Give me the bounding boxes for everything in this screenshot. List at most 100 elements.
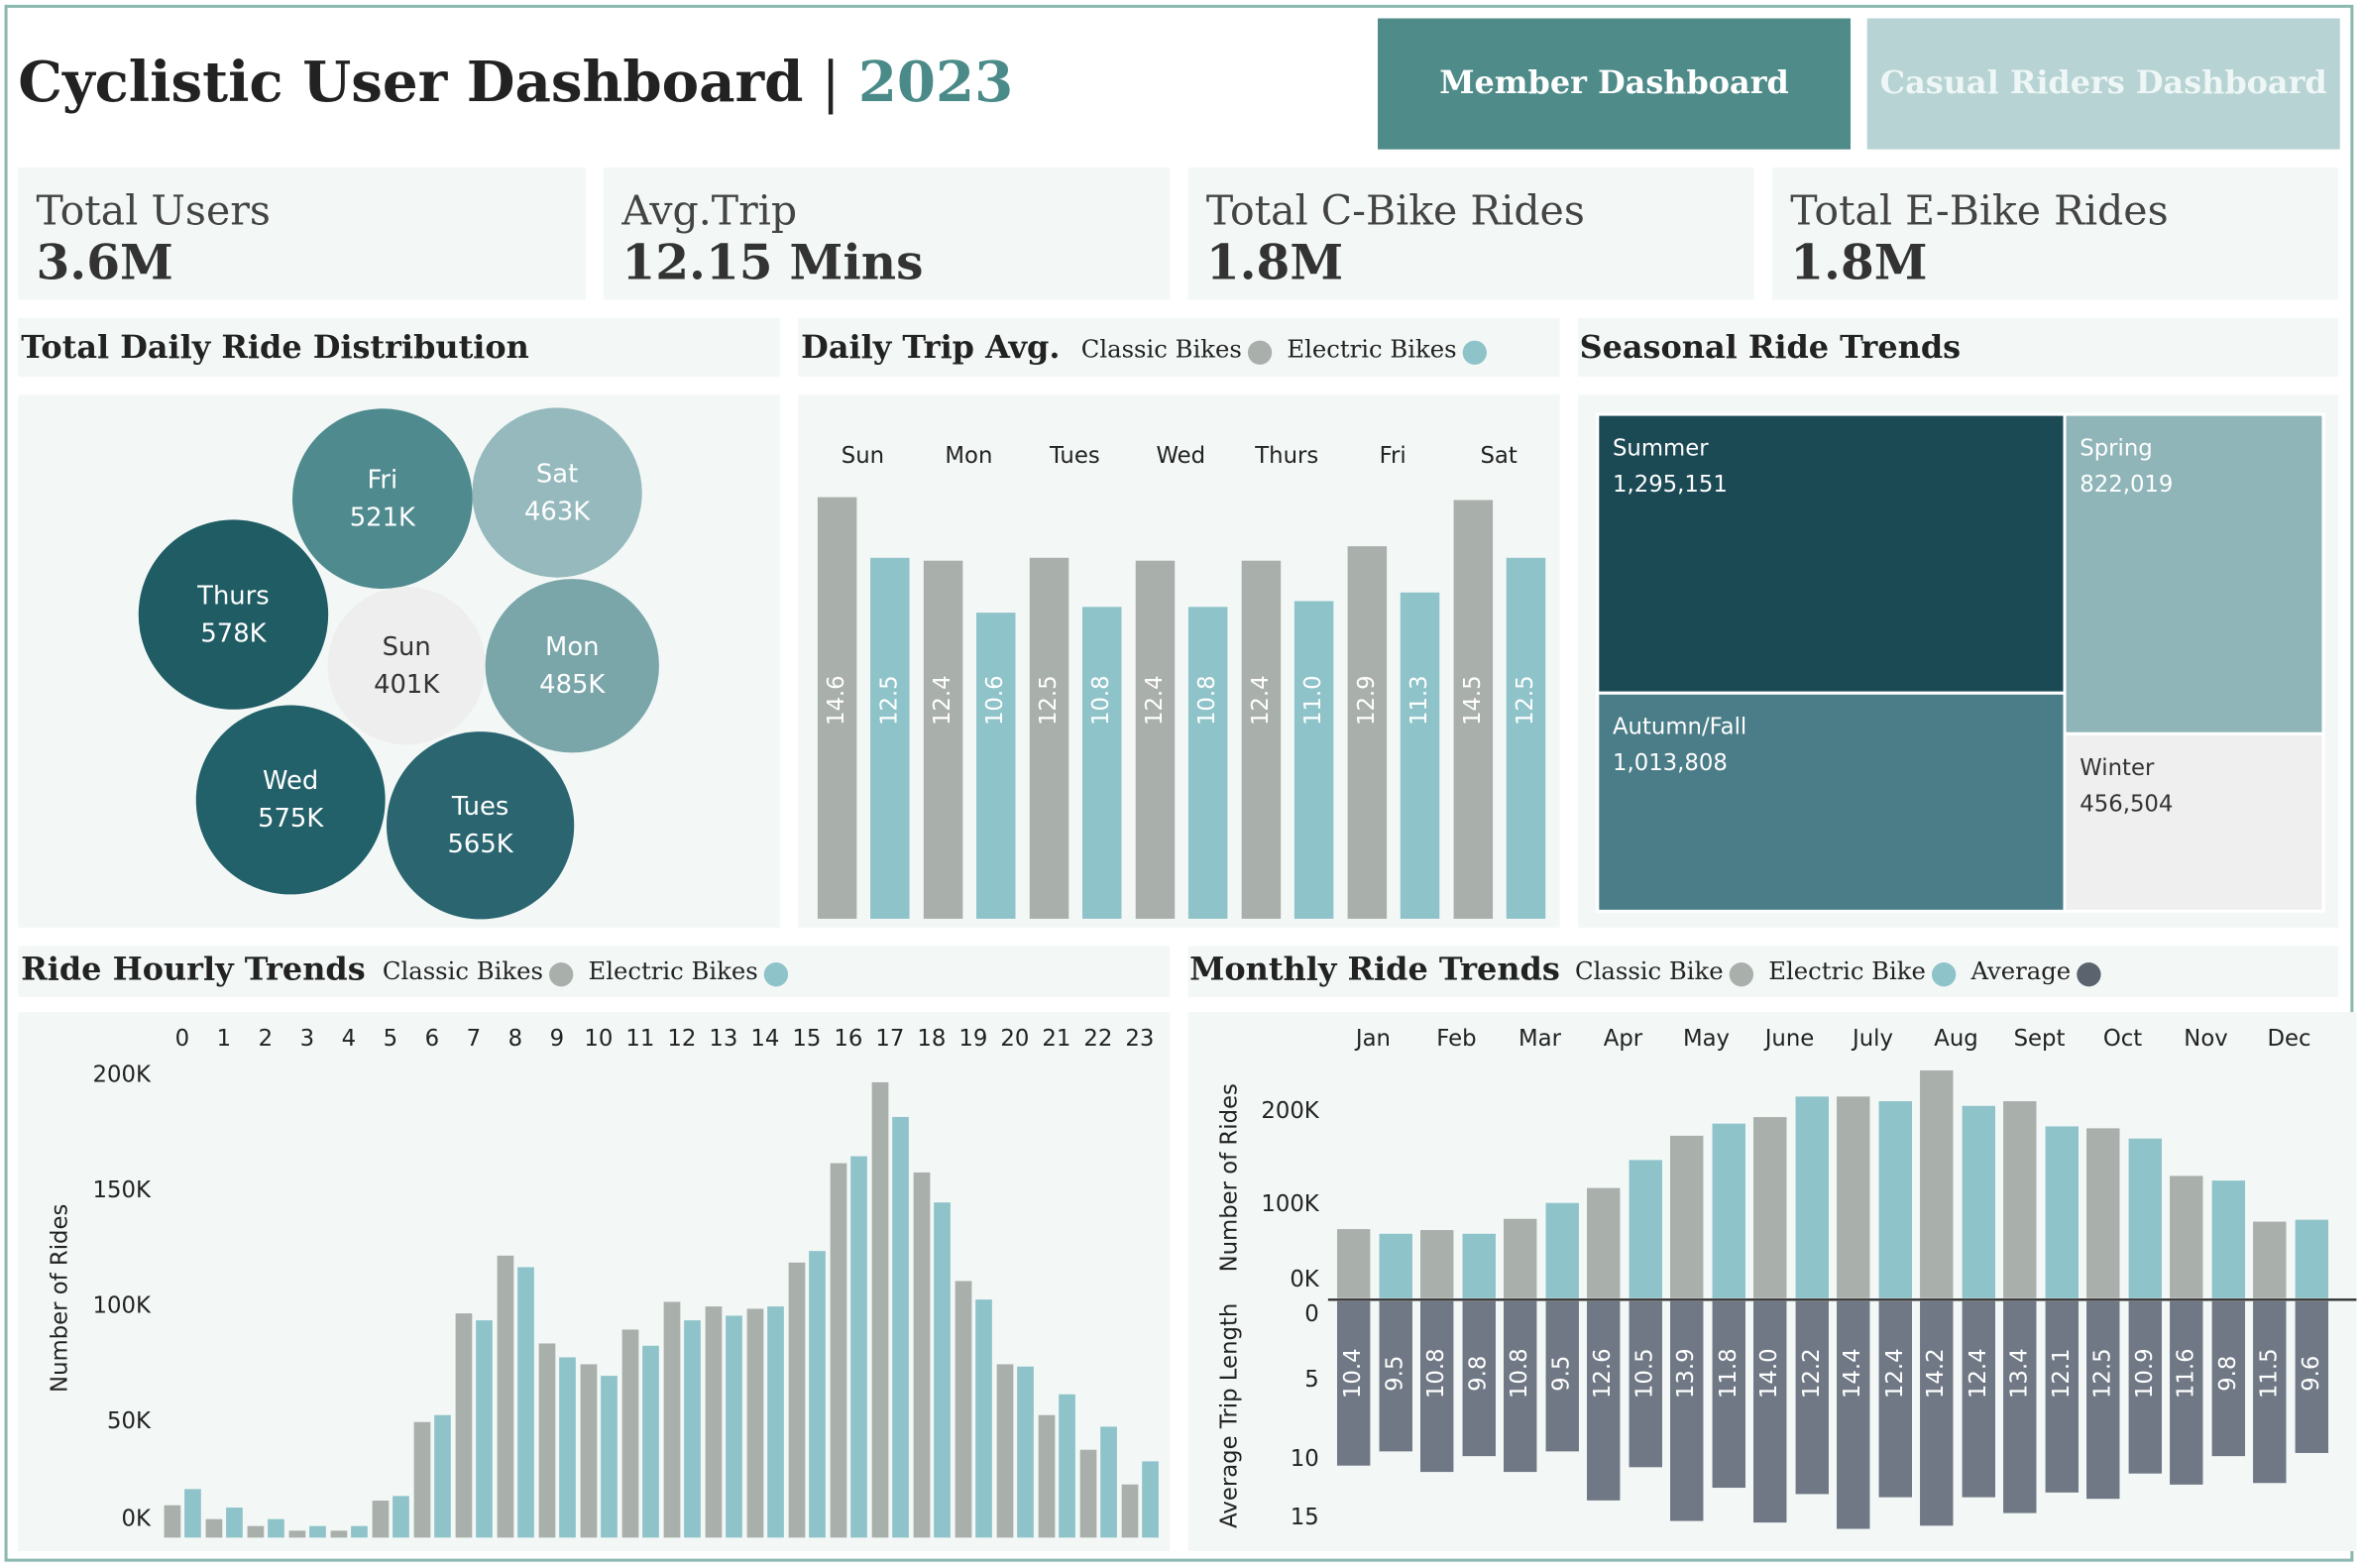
y-tick-label: 10	[1291, 1446, 1319, 1472]
bubble-label: Thurs	[196, 581, 270, 611]
x-tick-label: Aug	[1934, 1026, 1977, 1052]
x-tick-label: 18	[917, 1026, 946, 1052]
bar	[1079, 1449, 1097, 1538]
bar	[642, 1345, 659, 1538]
casual-button[interactable]: Casual Riders Dashboard	[1866, 18, 2340, 150]
button-bg[interactable]	[1866, 18, 2340, 150]
bar	[1400, 592, 1440, 919]
member-button[interactable]: Member Dashboard	[1378, 18, 1852, 150]
bar	[1419, 1230, 1454, 1298]
bar	[309, 1525, 326, 1538]
y-tick-label: 200K	[1261, 1098, 1319, 1124]
button-bg[interactable]	[1378, 18, 1852, 150]
bar	[2086, 1128, 2120, 1298]
bar	[2086, 1300, 2120, 1500]
bar	[1504, 1218, 1537, 1298]
title-separator: |	[822, 50, 841, 114]
bar	[1336, 1300, 1371, 1466]
y-axis-label: Number of Rides	[47, 1204, 72, 1393]
legend-swatch	[549, 962, 574, 987]
button-label[interactable]: Member Dashboard	[1439, 63, 1789, 101]
x-tick-label: Tues	[1049, 443, 1100, 469]
value-label: 12.2	[1799, 1348, 1825, 1399]
kpi-value: 1.8M	[1790, 235, 1927, 291]
x-tick-label: Mon	[945, 443, 992, 469]
bar	[247, 1525, 265, 1538]
value-label: 12.5	[876, 675, 902, 726]
legend-label: Average	[1969, 956, 2071, 985]
bar	[2128, 1138, 2163, 1298]
value-label: 9.5	[1383, 1356, 1408, 1392]
legend-label: Classic Bikes	[1081, 335, 1242, 364]
bubble-value: 521K	[350, 503, 416, 532]
bar	[1962, 1105, 1996, 1298]
bar	[1670, 1135, 1704, 1298]
kpi-card	[18, 167, 586, 300]
panel	[798, 394, 1560, 929]
bar	[1453, 500, 1494, 919]
bar	[1121, 1484, 1139, 1538]
bar	[393, 1496, 409, 1538]
value-label: 10.4	[1340, 1348, 1366, 1399]
bar	[1795, 1096, 1829, 1298]
bar	[1712, 1300, 1745, 1489]
x-tick-label: 16	[834, 1026, 862, 1052]
bar	[663, 1301, 681, 1538]
value-label: 12.5	[1513, 675, 1538, 726]
bubble-value: 463K	[524, 497, 591, 526]
value-label: 12.5	[1036, 675, 1062, 726]
value-label: 10.5	[1632, 1348, 1658, 1399]
button-label[interactable]: Casual Riders Dashboard	[1880, 63, 2327, 101]
x-tick-label: Oct	[2103, 1026, 2142, 1052]
bar	[164, 1505, 181, 1538]
legend-label: Electric Bikes	[1287, 335, 1456, 364]
value-label: 12.4	[1248, 675, 1274, 726]
y-tick-label: 100K	[93, 1293, 152, 1319]
value-label: 10.6	[982, 675, 1008, 726]
y-tick-label: 5	[1304, 1367, 1318, 1393]
y-tick-label: 0	[1304, 1301, 1318, 1327]
x-tick-label: June	[1763, 1026, 1815, 1052]
bar	[1347, 546, 1388, 919]
bar	[351, 1525, 368, 1538]
bar	[1712, 1123, 1745, 1298]
bubble-value: 575K	[258, 804, 324, 834]
kpi-value: 3.6M	[36, 235, 172, 291]
bar	[2170, 1176, 2203, 1298]
x-tick-label: Nov	[2184, 1026, 2227, 1052]
value-label: 10.8	[1507, 1348, 1532, 1399]
y-tick-label: 150K	[93, 1177, 152, 1203]
x-tick-label: 23	[1125, 1026, 1154, 1052]
bar	[913, 1172, 931, 1538]
bar	[372, 1501, 390, 1538]
y-tick-label: 100K	[1261, 1191, 1319, 1217]
value-label: 9.8	[2215, 1356, 2241, 1392]
x-tick-label: 2	[259, 1026, 273, 1052]
bar	[1878, 1300, 1912, 1498]
value-label: 10.8	[1423, 1348, 1449, 1399]
legend-swatch	[1247, 340, 1273, 365]
x-tick-label: 7	[467, 1026, 481, 1052]
bar	[1379, 1233, 1412, 1298]
cell-label: Autumn/Fall	[1613, 715, 1746, 740]
bubble-value: 565K	[448, 830, 514, 859]
chart-title: Seasonal Ride Trends	[1580, 328, 1962, 366]
legend-label: Classic Bikes	[383, 956, 543, 985]
dashboard-title: Cyclistic User Dashboard | 2023	[18, 50, 1013, 115]
bar	[1504, 1300, 1537, 1473]
value-label: 11.8	[1716, 1348, 1742, 1399]
bar	[538, 1343, 556, 1538]
bar	[1753, 1300, 1787, 1523]
bar	[817, 497, 857, 919]
value-label: 12.4	[1142, 675, 1168, 726]
bar	[746, 1308, 764, 1538]
x-tick-label: 8	[508, 1026, 522, 1052]
cell-label: Summer	[1613, 435, 1709, 461]
bar	[976, 613, 1016, 919]
x-tick-label: 22	[1083, 1026, 1112, 1052]
value-label: 11.6	[2173, 1348, 2198, 1399]
cell-value: 1,295,151	[1613, 472, 1728, 498]
value-label: 14.2	[1923, 1348, 1949, 1399]
bar	[850, 1156, 867, 1538]
bar	[1506, 557, 1546, 919]
